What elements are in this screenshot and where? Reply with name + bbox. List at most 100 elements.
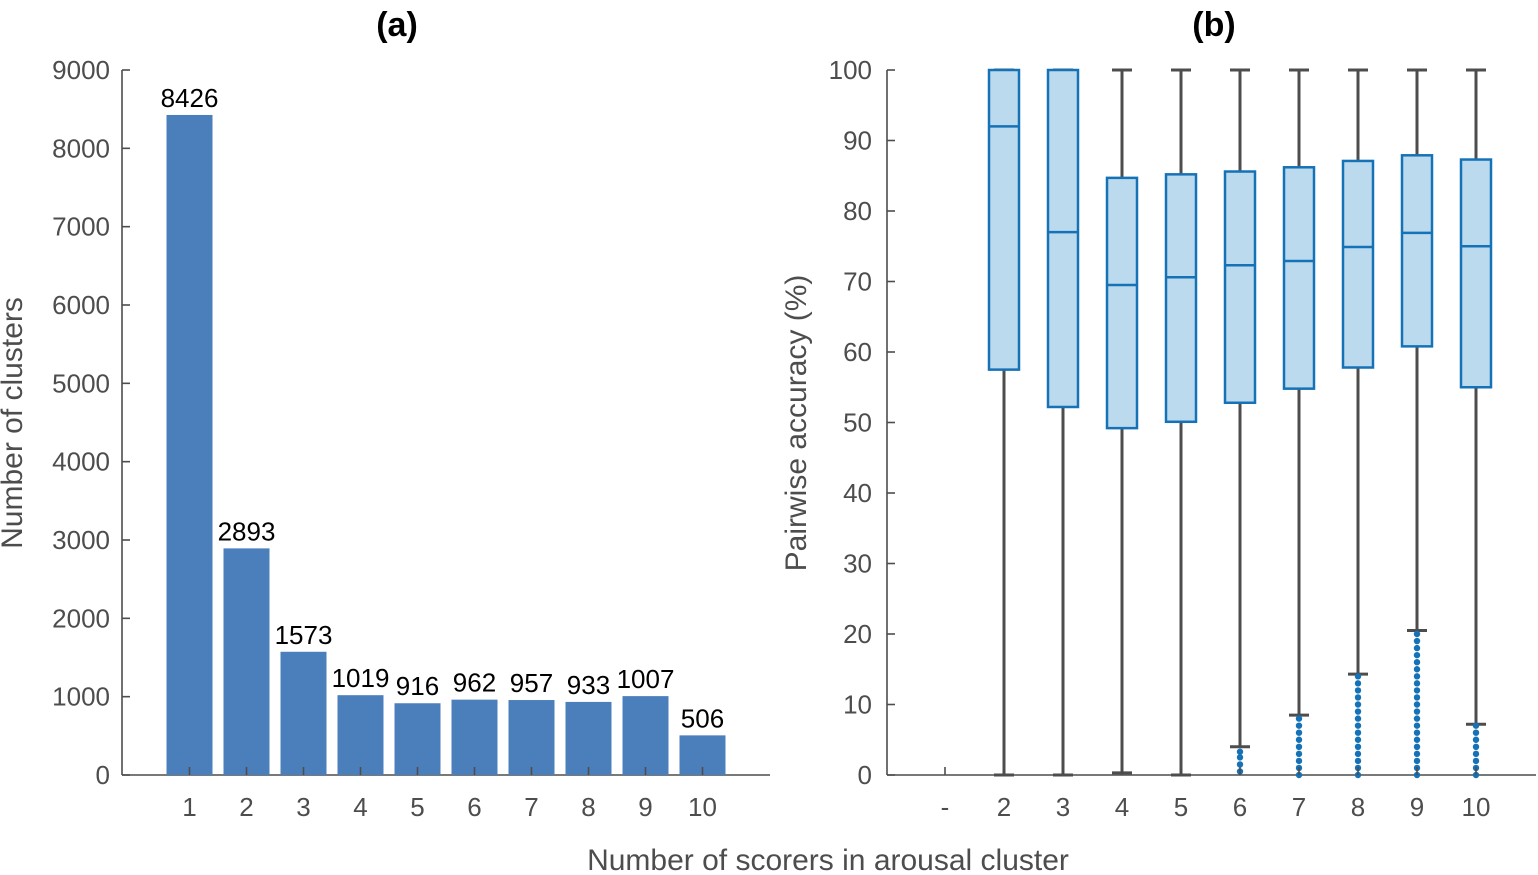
outlier-point [1354, 736, 1362, 743]
y-tick-label-a: 7000 [52, 212, 110, 242]
box-group [1459, 68, 1493, 779]
bar-value-label: 506 [681, 703, 724, 733]
outlier-point [1413, 644, 1421, 652]
bar-value-label: 933 [567, 670, 610, 700]
box [1400, 154, 1434, 348]
x-tick-label-b: 6 [1233, 792, 1247, 822]
box [1282, 166, 1316, 390]
bar [451, 699, 498, 775]
outlier-point [1413, 680, 1421, 687]
outlier-point [1354, 680, 1362, 687]
x-tick-label-b: 9 [1410, 792, 1424, 822]
bar [508, 700, 555, 775]
bar-value-label: 2893 [218, 516, 276, 546]
outlier-point [1354, 673, 1362, 680]
outlier-point [1354, 722, 1362, 729]
x-tick-label-a: 9 [638, 792, 652, 822]
bar-value-label: 1007 [617, 664, 675, 694]
outlier-point [1413, 750, 1421, 758]
x-tick-label-a: 4 [353, 792, 367, 822]
outlier-point [1413, 637, 1421, 645]
x-tick-label-a: 6 [467, 792, 481, 822]
y-tick-label-a: 4000 [52, 447, 110, 477]
outlier-point [1413, 701, 1421, 708]
outlier-point [1354, 729, 1362, 736]
bar-value-label: 1573 [275, 620, 333, 650]
x-tick-label-b: - [941, 792, 950, 822]
outlier-point [1472, 757, 1480, 765]
x-tick-label-b: 10 [1462, 792, 1491, 822]
outlier-point [1472, 722, 1480, 729]
box-group [1105, 68, 1139, 775]
x-tick-label-b: 7 [1292, 792, 1306, 822]
y-tick-label-b: 50 [843, 408, 872, 438]
outlier-point [1413, 687, 1421, 694]
y-tick-label-b: 0 [858, 760, 872, 790]
outlier-point [1472, 750, 1480, 758]
outlier-point [1295, 715, 1303, 722]
x-tick-label-b: 5 [1174, 792, 1188, 822]
box [987, 68, 1021, 371]
outlier-point [1354, 750, 1362, 758]
y-tick-label-a: 1000 [52, 682, 110, 712]
outlier-point [1413, 630, 1421, 638]
box-group [1282, 68, 1316, 779]
outlier-point [1236, 754, 1244, 761]
bar-value-label: 1019 [332, 663, 390, 693]
outlier-point [1472, 729, 1480, 736]
x-tick-label-a: 1 [182, 792, 196, 822]
x-tick-label-b: 3 [1056, 792, 1070, 822]
outlier-point [1295, 743, 1303, 750]
x-tick-label-a: 3 [296, 792, 310, 822]
y-tick-label-b: 80 [843, 196, 872, 226]
y-tick-label-b: 70 [843, 267, 872, 297]
y-tick-label-a: 6000 [52, 290, 110, 320]
outlier-point [1413, 757, 1421, 765]
outlier-point [1472, 743, 1480, 750]
x-ticks-b: - 2 3 4 5 6 7 8 9 10 [941, 767, 1491, 822]
bar-value-label: 916 [396, 671, 439, 701]
y-tick-label-b: 90 [843, 126, 872, 156]
y-tick-label-b: 20 [843, 619, 872, 649]
y-tick-label-a: 5000 [52, 368, 110, 398]
bar [394, 703, 441, 775]
box-group [1164, 68, 1198, 777]
outlier-point [1413, 659, 1421, 666]
outlier-point [1413, 666, 1421, 673]
outlier-point [1413, 729, 1421, 736]
y-tick-label-b: 40 [843, 478, 872, 508]
outlier-point [1236, 748, 1244, 755]
y-tick-label-b: 60 [843, 337, 872, 367]
x-tick-label-b: 4 [1115, 792, 1129, 822]
y-ticks-b: 0 10 20 30 40 50 60 70 80 90 100 [829, 55, 895, 790]
outlier-point [1413, 743, 1421, 750]
box [1223, 170, 1257, 405]
outlier-point [1354, 708, 1362, 715]
bar [565, 701, 612, 775]
outlier-point [1295, 729, 1303, 736]
outlier-point [1413, 722, 1421, 729]
y-tick-label-b: 30 [843, 549, 872, 579]
y-tick-label-b: 100 [829, 55, 872, 85]
y-axis-label-a: Number of clusters [0, 297, 29, 549]
box-group [987, 68, 1021, 777]
bar-chart-panel: (a) 0 1000 2000 3000 4000 5000 6000 7000 8000 900… [0, 6, 770, 822]
bar [337, 695, 384, 775]
bar-value-label: 957 [510, 668, 553, 698]
box-group [1341, 68, 1375, 779]
box-chart-panel: (b) 0 10 20 30 40 50 60 70 80 90 100 - 2 3 4 5 6 7 8 9 10 P… [780, 6, 1536, 822]
box [1164, 173, 1198, 424]
panel-a-title: (a) [376, 6, 418, 44]
outlier-point [1413, 673, 1421, 680]
outlier-point [1236, 761, 1244, 768]
outlier-point [1354, 743, 1362, 750]
outlier-point [1295, 750, 1303, 758]
y-tick-label-a: 0 [96, 760, 110, 790]
outlier-point [1413, 651, 1421, 659]
bar [223, 548, 270, 775]
x-ticks-a: 1 2 3 4 5 6 7 8 9 10 [182, 767, 717, 822]
x-tick-label-a: 7 [524, 792, 538, 822]
outlier-point [1413, 708, 1421, 715]
